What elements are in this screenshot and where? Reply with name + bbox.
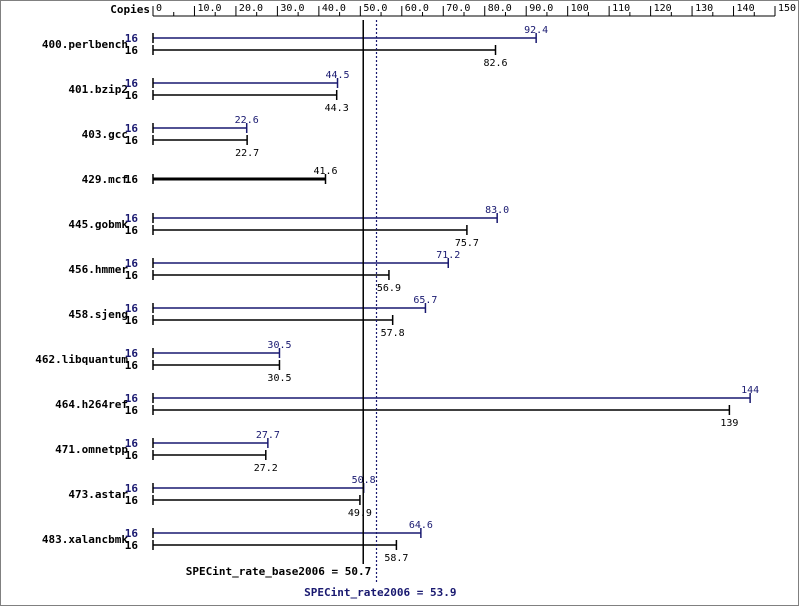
base-value-label: 139 xyxy=(720,418,738,429)
base-value-label: 57.8 xyxy=(381,328,405,339)
x-tick-label: 130 xyxy=(695,3,713,14)
base-summary-label: SPECint_rate_base2006 = 50.7 xyxy=(186,565,371,578)
x-tick-label: 100 xyxy=(571,3,589,14)
benchmark-label: 445.gobmk xyxy=(68,218,128,231)
x-tick-label: 120 xyxy=(654,3,672,14)
peak-value-label: 44.5 xyxy=(325,70,349,81)
base-value-label: 44.3 xyxy=(325,103,349,114)
copies-header: Copies xyxy=(110,3,150,16)
benchmark-label: 401.bzip2 xyxy=(68,83,128,96)
peak-copies: 16 xyxy=(125,527,139,540)
peak-value-label: 144 xyxy=(741,385,759,396)
base-value-label: 41.6 xyxy=(313,166,337,177)
x-tick-label: 140 xyxy=(737,3,755,14)
base-copies: 16 xyxy=(125,44,139,57)
base-copies: 16 xyxy=(125,224,139,237)
x-tick-label: 90.0 xyxy=(529,3,553,14)
peak-copies: 16 xyxy=(125,482,139,495)
base-value-label: 27.2 xyxy=(254,463,278,474)
benchmark-label: 471.omnetpp xyxy=(55,443,128,456)
benchmark-label: 462.libquantum xyxy=(35,353,128,366)
x-tick-label: 0 xyxy=(156,3,162,14)
x-tick-label: 110 xyxy=(612,3,630,14)
x-tick-label: 40.0 xyxy=(322,3,346,14)
base-copies: 16 xyxy=(125,449,139,462)
base-value-label: 82.6 xyxy=(483,58,507,69)
peak-copies: 16 xyxy=(125,32,139,45)
peak-copies: 16 xyxy=(125,392,139,405)
benchmark-label: 464.h264ref xyxy=(55,398,128,411)
peak-copies: 16 xyxy=(125,122,139,135)
peak-summary-label: SPECint_rate2006 = 53.9 xyxy=(304,586,456,599)
peak-copies: 16 xyxy=(125,77,139,90)
x-tick-label: 80.0 xyxy=(488,3,512,14)
peak-value-label: 30.5 xyxy=(267,340,291,351)
base-copies: 16 xyxy=(125,539,139,552)
x-axis: 0 10.0 20.0 30.0 40.0 50.0 60.0 70.0 80.0 90.0 100… xyxy=(152,3,796,17)
base-copies: 16 xyxy=(125,404,139,417)
peak-value-label: 92.4 xyxy=(524,25,548,36)
benchmark-label: 400.perlbench xyxy=(42,38,128,51)
peak-value-label: 64.6 xyxy=(409,520,433,531)
reference-lines: SPECint_rate_base2006 = 50.7 SPECint_rate… xyxy=(186,20,457,599)
x-tick-label: 60.0 xyxy=(405,3,429,14)
peak-value-label: 71.2 xyxy=(436,250,460,261)
base-copies: 16 xyxy=(125,173,139,186)
x-tick-label: 30.0 xyxy=(280,3,304,14)
benchmark-label: 483.xalancbmk xyxy=(42,533,128,546)
benchmark-label: 403.gcc xyxy=(82,128,128,141)
peak-copies: 16 xyxy=(125,302,139,315)
benchmark-label: 429.mcf xyxy=(82,173,128,186)
base-copies: 16 xyxy=(125,314,139,327)
peak-copies: 16 xyxy=(125,347,139,360)
base-copies: 16 xyxy=(125,359,139,372)
base-value-label: 30.5 xyxy=(267,373,291,384)
peak-value-label: 83.0 xyxy=(485,205,509,216)
benchmark-rows: 400.perlbench1692.41682.6401.bzip21644.5… xyxy=(35,25,759,564)
base-copies: 16 xyxy=(125,269,139,282)
x-tick-label: 150 xyxy=(778,3,796,14)
peak-copies: 16 xyxy=(125,437,139,450)
base-copies: 16 xyxy=(125,89,139,102)
x-tick-label: 70.0 xyxy=(446,3,470,14)
base-copies: 16 xyxy=(125,494,139,507)
base-value-label: 22.7 xyxy=(235,148,259,159)
x-tick-label: 50.0 xyxy=(363,3,387,14)
base-value-label: 49.9 xyxy=(348,508,372,519)
x-tick-label: 10.0 xyxy=(197,3,221,14)
base-copies: 16 xyxy=(125,134,139,147)
peak-value-label: 65.7 xyxy=(413,295,437,306)
peak-value-label: 27.7 xyxy=(256,430,280,441)
benchmark-label: 458.sjeng xyxy=(68,308,128,321)
benchmark-label: 473.astar xyxy=(68,488,128,501)
x-tick-label: 20.0 xyxy=(239,3,263,14)
peak-copies: 16 xyxy=(125,257,139,270)
peak-copies: 16 xyxy=(125,212,139,225)
benchmark-label: 456.hmmer xyxy=(68,263,128,276)
peak-value-label: 22.6 xyxy=(235,115,259,126)
base-value-label: 58.7 xyxy=(384,553,408,564)
base-value-label: 75.7 xyxy=(455,238,479,249)
base-value-label: 56.9 xyxy=(377,283,401,294)
